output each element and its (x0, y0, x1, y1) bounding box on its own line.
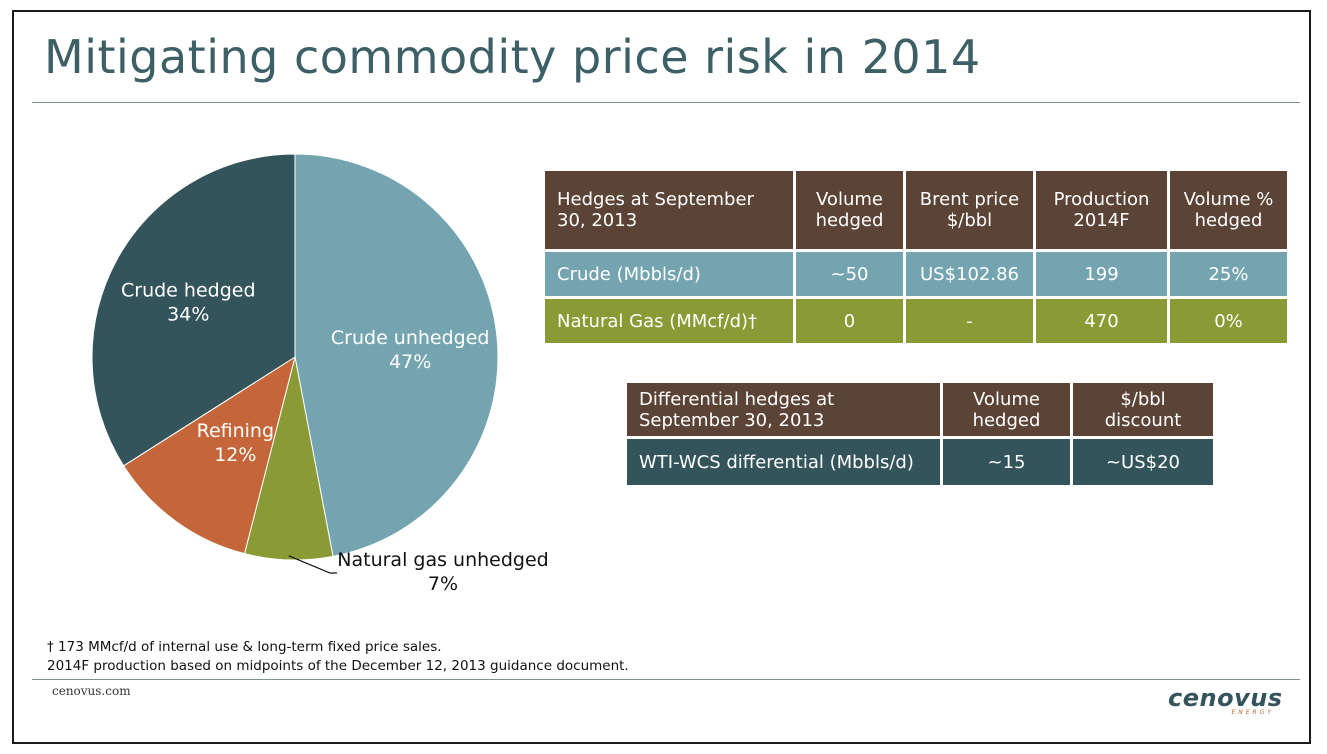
table-cell: Natural Gas (MMcf/d)† (545, 299, 793, 343)
diff-header-row: Differential hedges at September 30, 201… (627, 383, 1213, 436)
pie-percent: 34% (167, 303, 209, 325)
table-cell: 0 (796, 299, 903, 343)
pie-slice-refining (122, 355, 296, 555)
leader-line (288, 555, 337, 574)
footer-divider (32, 679, 1300, 680)
hedges-header-cell: Production 2014F (1036, 171, 1167, 249)
footnotes: † 173 MMcf/d of internal use & long-term… (47, 638, 629, 676)
hedges-header-cell: Volume hedged (796, 171, 903, 249)
table-cell: 470 (1036, 299, 1167, 343)
table-cell: ~50 (796, 252, 903, 296)
table-cell: WTI-WCS differential (Mbbls/d) (627, 439, 940, 485)
website-url: cenovus.com (52, 684, 131, 698)
pie-percent: 7% (428, 573, 458, 595)
table-cell: US$102.86 (906, 252, 1033, 296)
title-divider (32, 102, 1300, 103)
pie-slice-crude-hedged (91, 153, 296, 467)
hedges-header-cell: Volume % hedged (1170, 171, 1287, 249)
table-cell: ~US$20 (1073, 439, 1213, 485)
table-cell: 25% (1170, 252, 1287, 296)
table-cell: ~15 (943, 439, 1070, 485)
pie-slice-crude-unhedged (294, 153, 499, 557)
hedges-row-natural-gas: Natural Gas (MMcf/d)† 0 - 470 0% (545, 299, 1287, 343)
hedges-header-cell: Brent price $/bbl (906, 171, 1033, 249)
pie-label: Natural gas unhedged (337, 549, 548, 571)
table-cell: - (906, 299, 1033, 343)
footnote-production-basis: 2014F production based on midpoints of t… (47, 658, 629, 674)
logo-subtitle: ENERGY (1231, 709, 1274, 716)
table-cell: 199 (1036, 252, 1167, 296)
footnote-internal-use: † 173 MMcf/d of internal use & long-term… (47, 639, 442, 655)
differential-hedges-table: Differential hedges at September 30, 201… (624, 380, 1216, 488)
diff-header-cell: $/bbl discount (1073, 383, 1213, 436)
pie-percent: 12% (214, 444, 256, 466)
cenovus-logo: cenovus ENERGY (1168, 684, 1283, 718)
pie-label: Crude hedged (121, 279, 256, 301)
pie-label: Refining (197, 420, 274, 442)
pie-percent: 47% (389, 351, 431, 373)
pie-label: Crude unhedged (331, 327, 490, 349)
hedges-header-row: Hedges at September 30, 2013 Volume hedg… (545, 171, 1287, 249)
hedges-row-crude: Crude (Mbbls/d) ~50 US$102.86 199 25% (545, 252, 1287, 296)
hedges-header-cell: Hedges at September 30, 2013 (545, 171, 793, 249)
diff-row-wti-wcs: WTI-WCS differential (Mbbls/d) ~15 ~US$2… (627, 439, 1213, 485)
hedges-table: Hedges at September 30, 2013 Volume hedg… (542, 168, 1290, 346)
diff-header-cell: Differential hedges at September 30, 201… (627, 383, 940, 436)
diff-header-cell: Volume hedged (943, 383, 1070, 436)
table-cell: 0% (1170, 299, 1287, 343)
table-cell: Crude (Mbbls/d) (545, 252, 793, 296)
slide-title: Mitigating commodity price risk in 2014 (44, 30, 981, 84)
logo-wordmark: cenovus (1168, 684, 1283, 712)
